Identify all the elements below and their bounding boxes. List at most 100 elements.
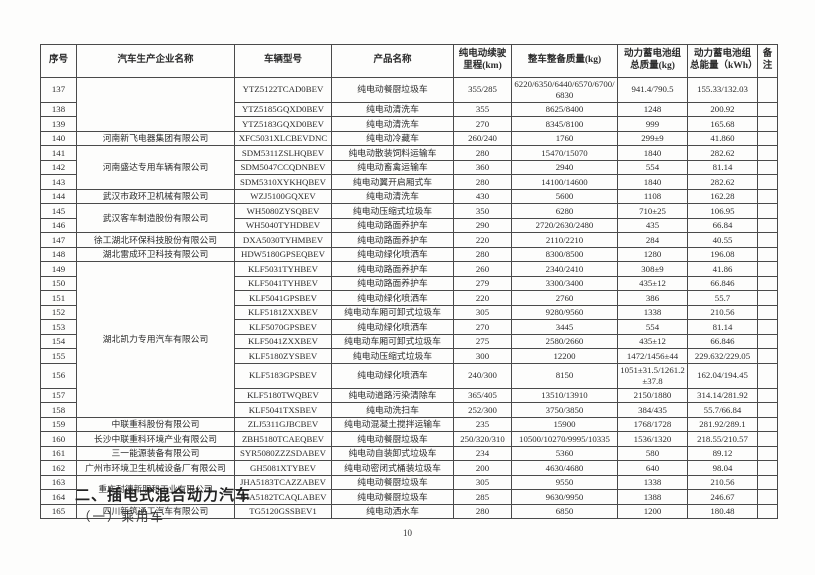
manufacturer-cell: 长沙中联重科环境产业有限公司 [76, 431, 235, 447]
product-cell: 纯电动压缩式垃圾车 [331, 348, 454, 364]
table-row: 152 KLF5181ZXXBEV 纯电动车厢可卸式垃圾车 305 9280/9560 1… [40, 304, 778, 321]
remark-cell [757, 460, 778, 476]
product-cell: 纯电动清洗车 [331, 188, 454, 205]
battery-mass-cell: 640 [617, 460, 688, 476]
battery-energy-cell: 218.55/210.57 [687, 431, 758, 447]
serial-cell: 149 [40, 261, 77, 277]
serial-cell: 165 [40, 503, 77, 520]
battery-mass-cell: 1388 [617, 489, 688, 505]
battery-energy-cell: 246.67 [687, 489, 758, 505]
serial-cell: 153 [40, 319, 77, 335]
range-cell: 260 [453, 261, 512, 277]
battery-energy-cell: 282.62 [687, 174, 758, 190]
model-cell: TG5120GSSBEV1 [234, 503, 332, 520]
serial-cell: 162 [40, 460, 77, 476]
battery-mass-cell: 1338 [617, 474, 688, 491]
product-cell: 纯电动绿化喷洒车 [331, 290, 454, 306]
table-row: 148 湖北雷成环卫科技有限公司 HDW5180GPSEQBEV 纯电动绿化喷洒车 28… [40, 246, 778, 263]
remark-cell [757, 203, 778, 219]
table-row: 145 武汉客车制造股份有限公司 WH5080ZYSQBEV 纯电动压缩式垃圾车 350… [40, 203, 778, 234]
range-cell: 300 [453, 348, 512, 364]
battery-mass-cell: 580 [617, 445, 688, 462]
column-header: 纯电动续驶里程(km) [453, 44, 512, 78]
column-header: 动力蓄电池组总能量（kWh） [687, 44, 758, 78]
battery-energy-cell: 55.7 [687, 290, 758, 306]
product-cell: 纯电动路面养护车 [331, 261, 454, 277]
remark-cell [757, 489, 778, 505]
serial-cell: 157 [40, 387, 77, 404]
range-cell: 285 [453, 489, 512, 505]
range-cell: 200 [453, 460, 512, 476]
model-cell: KLF5183GPSBEV [234, 362, 332, 389]
table-row: 159 中联重科股份有限公司 ZLJ5311GJBCBEV 纯电动混凝土搅拌运输车 23… [40, 416, 778, 433]
battery-mass-cell: 710±25 [617, 203, 688, 219]
product-cell: 纯电动清洗车 [331, 101, 454, 118]
battery-energy-cell: 66.846 [687, 333, 758, 350]
curb-weight-cell: 9630/9950 [511, 489, 618, 505]
curb-weight-cell: 2110/2210 [511, 232, 618, 248]
range-cell: 350 [453, 203, 512, 219]
remark-cell [757, 319, 778, 335]
battery-mass-cell: 941.4/790.5 [617, 77, 688, 103]
remark-cell [757, 188, 778, 205]
product-cell: 纯电动道路污染清除车 [331, 387, 454, 404]
battery-energy-cell: 196.08 [687, 246, 758, 263]
battery-energy-cell: 229.632/229.05 [687, 348, 758, 364]
serial-cell: 151 [40, 290, 77, 306]
range-cell: 234 [453, 445, 512, 462]
remark-cell [757, 290, 778, 306]
range-cell: 290 [453, 217, 512, 234]
curb-weight-cell: 2340/2410 [511, 261, 618, 277]
range-cell: 280 [453, 145, 512, 161]
range-cell: 260/240 [453, 130, 512, 147]
battery-mass-cell: 384/435 [617, 402, 688, 418]
serial-cell: 161 [40, 445, 77, 462]
remark-cell [757, 304, 778, 321]
range-cell: 235 [453, 416, 512, 433]
model-cell: WH5040TYHDBEV [234, 217, 332, 234]
manufacturer-cell: 武汉客车制造股份有限公司 [76, 203, 235, 234]
product-cell: 纯电动路面养护车 [331, 232, 454, 248]
table-row: 151 KLF5041GPSBEV 纯电动绿化喷洒车 220 2760 386 55.7 [40, 290, 778, 306]
curb-weight-cell: 3445 [511, 319, 618, 335]
serial-cell: 156 [40, 362, 77, 389]
remark-cell [757, 261, 778, 277]
battery-mass-cell: 1248 [617, 101, 688, 118]
column-header: 整车整备质量(kg) [511, 44, 618, 78]
battery-mass-cell: 435±12 [617, 275, 688, 292]
table-row: 142 SDM5047CCQDNBEV 纯电动畜禽运输车 360 2940 554 81.1… [40, 159, 778, 176]
curb-weight-cell: 5360 [511, 445, 618, 462]
subsection-heading: （一）乘用车 [78, 510, 166, 524]
curb-weight-cell: 5600 [511, 188, 618, 205]
manufacturer-cell: 重庆耐德新明和工业有限公司 [76, 474, 235, 505]
vehicle-table: 序号 汽车生产企业名称 车辆型号 产品名称 纯电动续驶里程(km) 整车整备质量(kg) 动… [40, 44, 778, 520]
product-cell: 纯电动密闭式桶装垃圾车 [331, 460, 454, 476]
remark-cell [757, 174, 778, 190]
product-cell: 纯电动餐厨垃圾车 [331, 431, 454, 447]
model-cell: SDM5311ZSLHQBEV [234, 145, 332, 161]
model-cell: YTZ5122TCAD0BEV [234, 77, 332, 103]
range-cell: 220 [453, 290, 512, 306]
battery-mass-cell: 554 [617, 159, 688, 176]
curb-weight-cell: 8625/8400 [511, 101, 618, 118]
range-cell: 355 [453, 101, 512, 118]
page-number: 10 [403, 528, 412, 538]
model-cell: KLF5070GPSBEV [234, 319, 332, 335]
serial-cell: 138 [40, 101, 77, 118]
table-row: 139 YTZ5183GQXD0BEV 纯电动清洗车 270 8345/8100 999 1… [40, 116, 778, 132]
remark-cell [757, 416, 778, 433]
curb-weight-cell: 2760 [511, 290, 618, 306]
table-header-row: 序号 汽车生产企业名称 车辆型号 产品名称 纯电动续驶里程(km) 整车整备质量(kg) 动… [40, 44, 778, 78]
curb-weight-cell: 9280/9560 [511, 304, 618, 321]
battery-mass-cell: 1840 [617, 145, 688, 161]
battery-energy-cell: 106.95 [687, 203, 758, 219]
battery-mass-cell: 1338 [617, 304, 688, 321]
battery-mass-cell: 435 [617, 217, 688, 234]
model-cell: GH5081XTYBEV [234, 460, 332, 476]
product-cell: 纯电动车厢可卸式垃圾车 [331, 304, 454, 321]
curb-weight-cell: 10500/10270/9995/10335 [511, 431, 618, 447]
column-header: 车辆型号 [234, 44, 332, 78]
remark-cell [757, 77, 778, 103]
manufacturer-cell: 湖北雷成环卫科技有限公司 [76, 246, 235, 263]
model-cell: KLF5041GPSBEV [234, 290, 332, 306]
